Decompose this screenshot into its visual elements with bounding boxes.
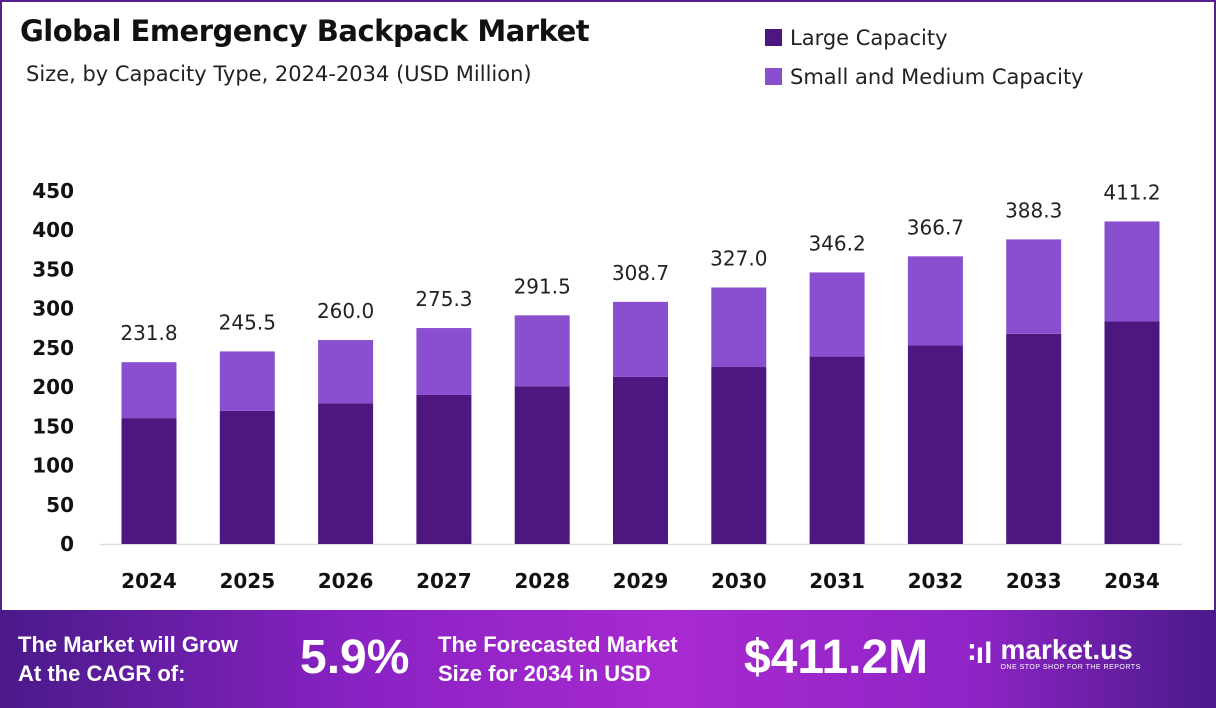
bar-small-medium-capacity [416, 328, 472, 395]
bar-small-medium-capacity [318, 340, 374, 404]
y-tick-label: 100 [32, 454, 74, 478]
bar-large-capacity [613, 376, 668, 544]
x-tick-label: 2029 [613, 569, 669, 593]
y-tick-label: 250 [32, 336, 74, 360]
data-label-total: 275.3 [415, 287, 472, 311]
cagr-text-2: At the CAGR of: [18, 661, 186, 686]
bar-chart: 0 50 100 150 200 250 300 350 400 450 231.8 2024 245.… [32, 179, 1182, 593]
cagr-label: The Market will Grow At the CAGR of: [18, 630, 238, 688]
legend-item-large: Large Capacity [765, 18, 1084, 57]
x-tick-label: 2031 [809, 569, 865, 593]
bar-small-medium-capacity [514, 315, 570, 387]
bar-large-capacity [809, 356, 865, 544]
x-tick-label: 2026 [318, 569, 374, 593]
y-tick-label: 50 [46, 493, 74, 517]
bar-small-medium-capacity [219, 351, 275, 411]
chart-title: Global Emergency Backpack Market [20, 14, 590, 48]
y-tick-label: 300 [32, 297, 74, 321]
data-label-total: 291.5 [514, 274, 571, 298]
x-tick-label: 2033 [1006, 569, 1062, 593]
y-tick-label: 400 [32, 218, 74, 242]
x-tick-label: 2025 [219, 569, 275, 593]
forecast-label: The Forecasted Market Size for 2034 in U… [438, 630, 678, 688]
chart-frame [0, 0, 1216, 612]
bar-small-medium-capacity [809, 272, 865, 357]
data-label-total: 260.0 [317, 299, 374, 323]
bar-large-capacity [121, 418, 177, 544]
legend-item-small-medium: Small and Medium Capacity [765, 57, 1084, 96]
bar-small-medium-capacity [907, 256, 963, 346]
bar-small-medium-capacity [1006, 239, 1062, 334]
y-tick-label: 350 [32, 257, 74, 281]
x-tick-label: 2034 [1104, 569, 1160, 593]
legend-label: Large Capacity [790, 25, 948, 50]
x-tick-label: 2030 [711, 569, 767, 593]
logo-mark-icon: ∶ıl [968, 637, 993, 670]
x-tick-label: 2024 [121, 569, 177, 593]
bar-small-medium-capacity [613, 301, 668, 377]
data-label-total: 245.5 [219, 310, 276, 334]
forecast-value: $411.2M [744, 631, 929, 684]
chart-subtitle: Size, by Capacity Type, 2024-2034 (USD M… [26, 62, 532, 86]
bar-small-medium-capacity [1104, 221, 1160, 322]
bar-small-medium-capacity [121, 362, 177, 419]
bar-large-capacity [1104, 321, 1160, 544]
bar-small-medium-capacity [711, 287, 767, 368]
data-label-total: 346.2 [808, 231, 865, 255]
legend-swatch-small-medium [765, 68, 782, 85]
bar-large-capacity [219, 410, 275, 544]
data-label-total: 327.0 [710, 246, 767, 270]
y-tick-label: 150 [32, 414, 74, 438]
bar-large-capacity [711, 367, 767, 544]
logo-tagline: ONE STOP SHOP FOR THE REPORTS [1000, 664, 1141, 671]
logo-text: market.us [1000, 634, 1133, 665]
legend-swatch-large [765, 29, 782, 46]
x-tick-label: 2032 [908, 569, 964, 593]
cagr-value: 5.9% [300, 631, 410, 684]
data-label-total: 308.7 [612, 261, 669, 285]
market-us-logo: ∶ıl market.us ONE STOP SHOP FOR THE REPO… [968, 634, 1141, 672]
bar-large-capacity [514, 386, 570, 544]
cagr-text-1: The Market will Grow [18, 632, 239, 657]
data-label-total: 366.7 [907, 215, 964, 239]
bar-large-capacity [907, 345, 963, 544]
data-label-total: 388.3 [1005, 198, 1062, 222]
forecast-text-1: The Forecasted Market [438, 632, 678, 657]
y-tick-label: 200 [32, 375, 74, 399]
data-label-total: 411.2 [1103, 180, 1160, 204]
y-tick-label: 0 [60, 532, 74, 556]
data-label-total: 231.8 [120, 321, 177, 345]
bar-large-capacity [318, 403, 374, 544]
bar-large-capacity [416, 394, 472, 544]
legend-label: Small and Medium Capacity [790, 64, 1084, 89]
y-tick-label: 450 [32, 179, 74, 203]
x-tick-label: 2028 [514, 569, 570, 593]
bar-large-capacity [1006, 333, 1062, 544]
x-tick-label: 2027 [416, 569, 472, 593]
summary-banner: The Market will Grow At the CAGR of: 5.9… [0, 610, 1216, 708]
forecast-text-2: Size for 2034 in USD [438, 661, 651, 686]
legend: Large Capacity Small and Medium Capacity [765, 18, 1084, 96]
